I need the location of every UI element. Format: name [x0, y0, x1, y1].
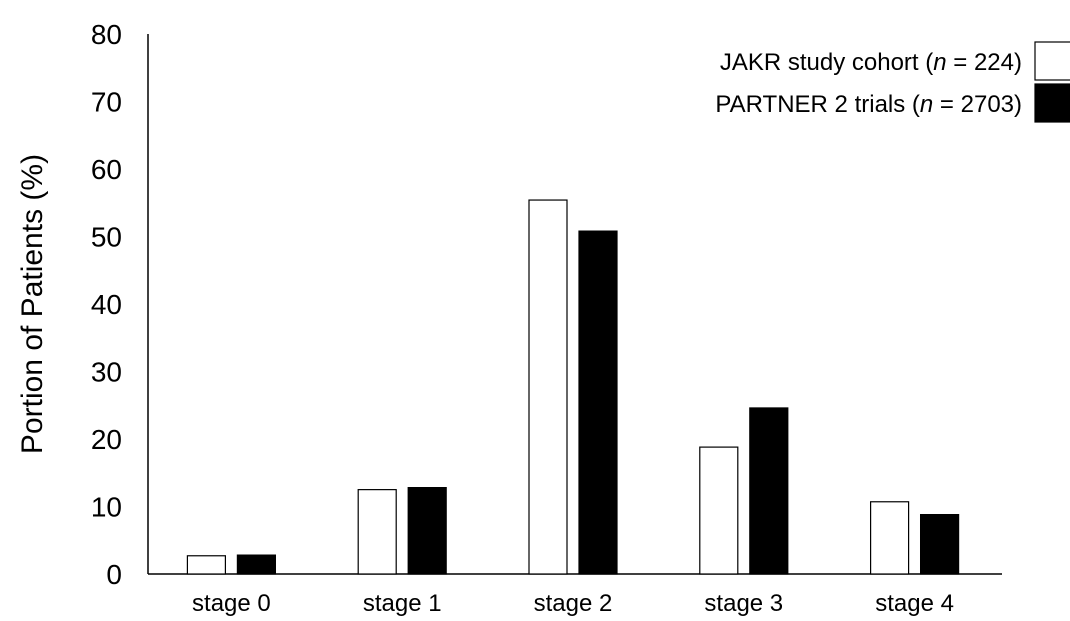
y-tick-label: 80 [91, 19, 122, 50]
legend-label-suffix: = 224) [947, 49, 1022, 76]
y-tick-label: 60 [91, 154, 122, 185]
legend-label-italic: n [933, 49, 946, 76]
legend-label: JAKR study cohort (n = 224) [720, 49, 1022, 76]
bar-jakr-stage-4 [869, 501, 910, 575]
y-tick-label: 40 [91, 289, 122, 320]
legend-swatch [1034, 41, 1070, 81]
bar-jakr-stage-2 [528, 199, 568, 575]
legend-label-italic: n [920, 91, 933, 118]
bar-partner2-stage-4 [919, 513, 960, 575]
bar-jakr-stage-3 [699, 446, 739, 575]
axes [147, 34, 1002, 575]
bar-jakr-stage-0 [186, 555, 226, 575]
x-tick-label: stage 3 [704, 590, 783, 617]
bars [186, 199, 960, 575]
legend: JAKR study cohort (n = 224)PARTNER 2 tri… [715, 41, 1070, 123]
legend-label: PARTNER 2 trials (n = 2703) [715, 91, 1022, 118]
x-tick-label: stage 1 [363, 590, 442, 617]
bar-partner2-stage-1 [407, 487, 447, 575]
y-tick-label: 30 [91, 357, 122, 388]
y-axis-label: Portion of Patients (%) [16, 154, 49, 454]
legend-label-prefix: PARTNER 2 trials ( [715, 91, 919, 118]
y-axis-ticks: 0 10 20 30 40 50 60 70 80 [91, 19, 122, 590]
y-tick-label: 20 [91, 424, 122, 455]
bar-partner2-stage-0 [236, 554, 276, 575]
y-tick-label: 10 [91, 492, 122, 523]
x-tick-label: stage 4 [875, 590, 954, 617]
x-tick-label: stage 2 [534, 590, 613, 617]
bar-jakr-stage-1 [357, 489, 397, 575]
legend-label-prefix: JAKR study cohort ( [720, 49, 933, 76]
y-tick-label: 0 [106, 559, 122, 590]
legend-label-suffix: = 2703) [933, 91, 1022, 118]
x-axis-categories: stage 0 stage 1 stage 2 stage 3 stage 4 [192, 590, 954, 617]
legend-swatch [1034, 83, 1070, 123]
y-tick-label: 70 [91, 87, 122, 118]
bar-partner2-stage-2 [578, 230, 618, 575]
y-tick-label: 50 [91, 222, 122, 253]
x-tick-label: stage 0 [192, 590, 271, 617]
bar-partner2-stage-3 [749, 407, 789, 575]
